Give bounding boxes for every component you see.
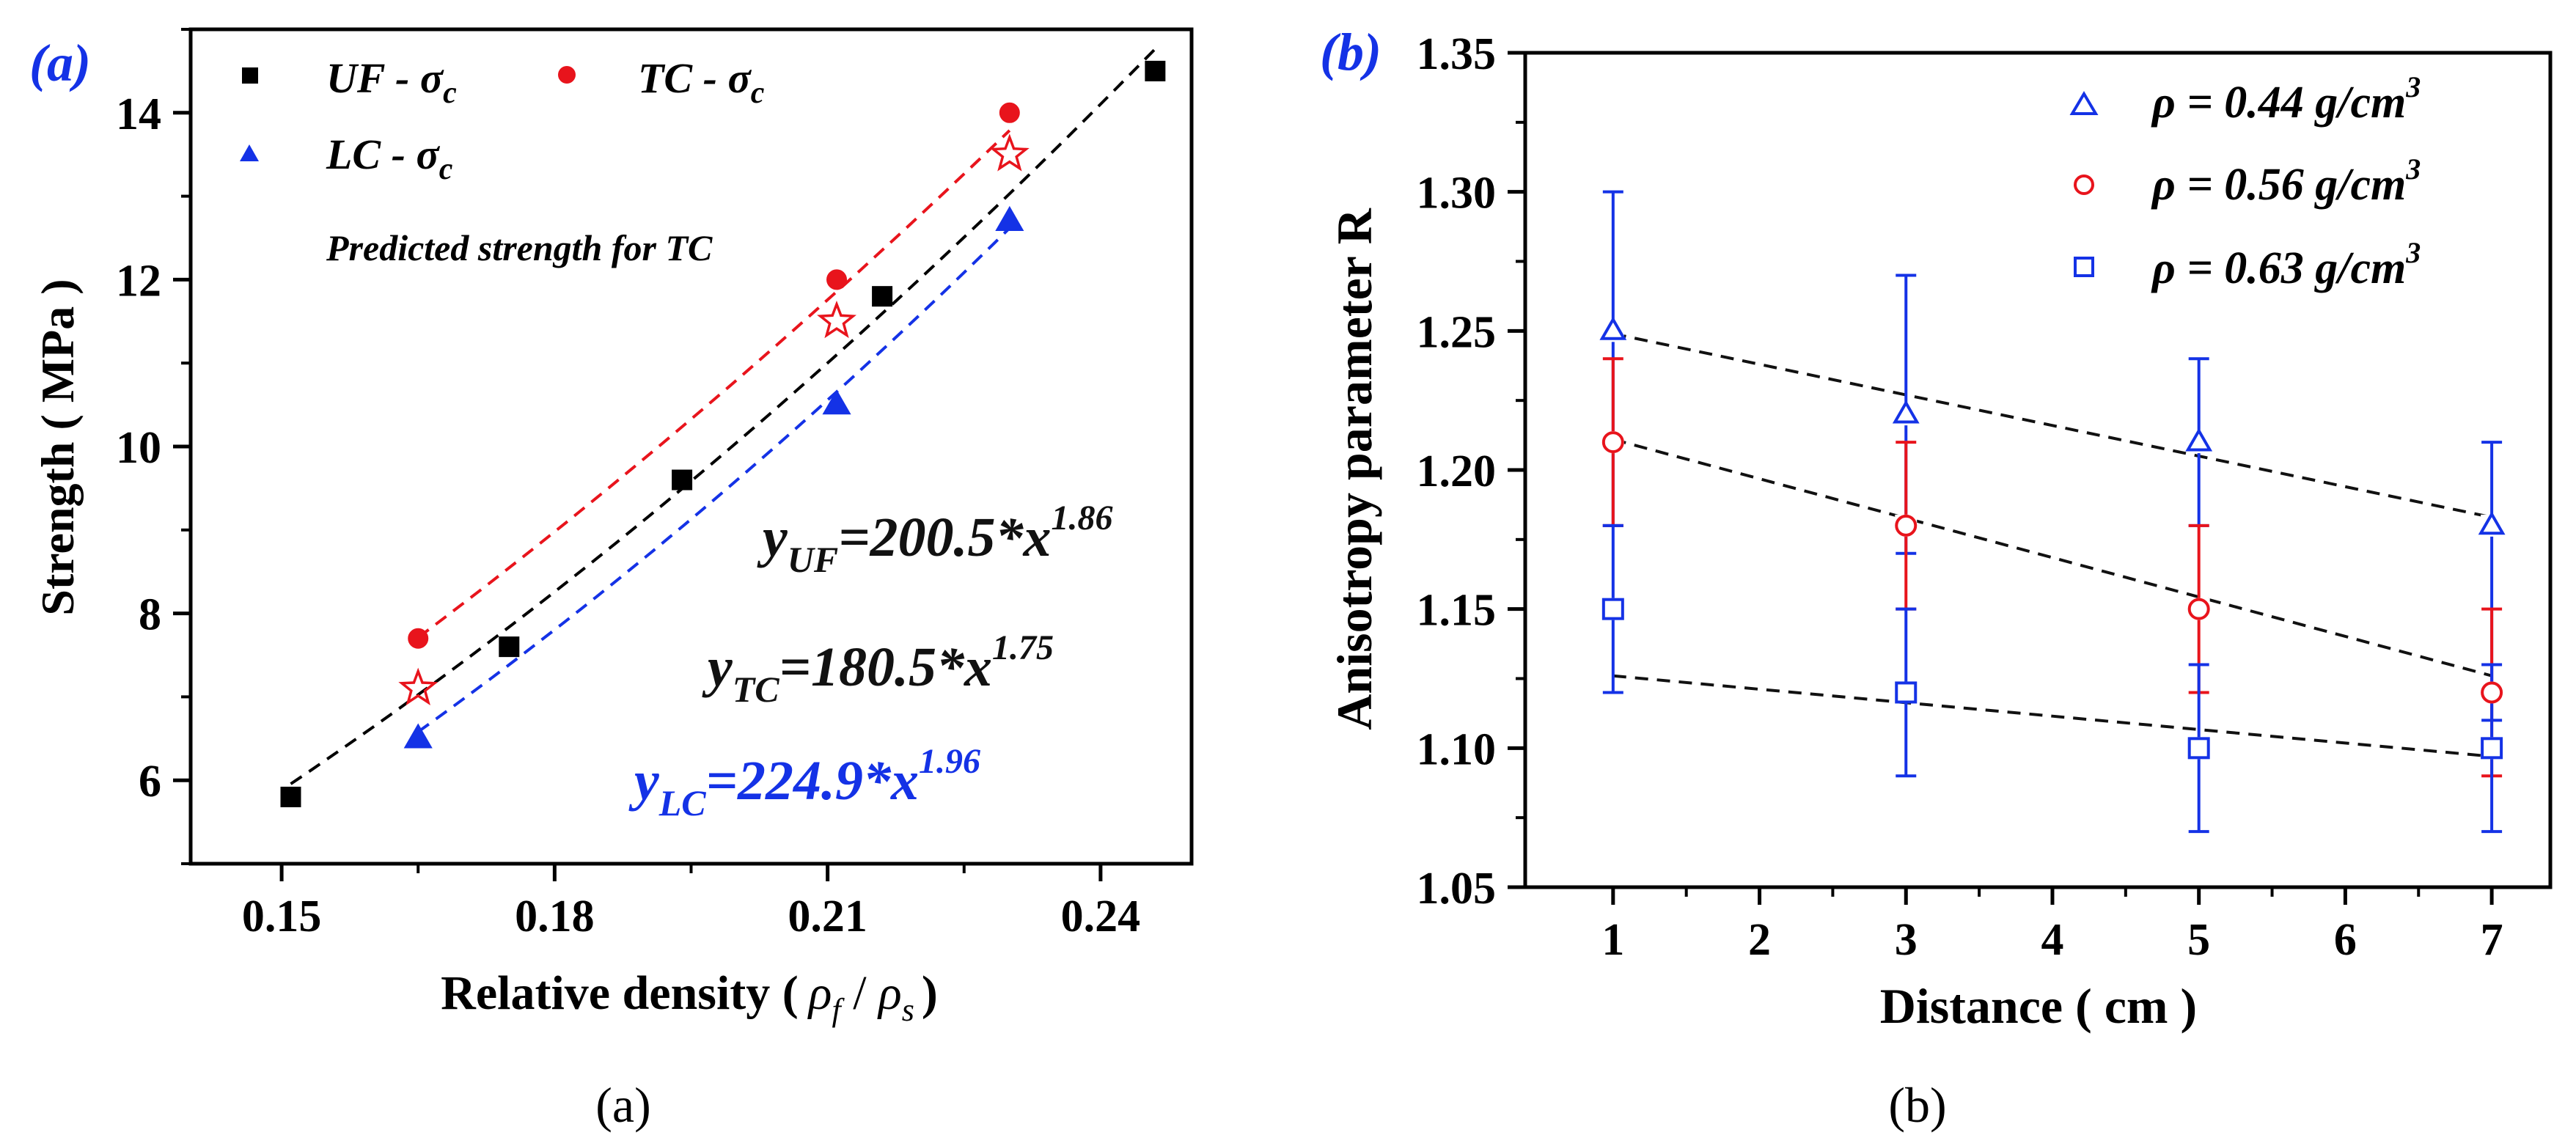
x-axis-label-b: Distance ( cm ) [1880,978,2197,1034]
y-tick-label-a: 8 [139,590,161,640]
y-tick-label-a: 6 [139,757,161,807]
data-point-lc [403,723,433,749]
axis-ticks-a: 0.15 0.18 0.21 0.24 6 8 10 12 14 [116,28,1141,941]
x-tick-label-b: 1 [1601,915,1624,965]
y-tick-label-a: 10 [116,423,161,473]
data-point-056 [1601,431,1624,454]
legend-label-lc: LC - σc [326,131,453,186]
marker-bg [1601,598,1624,620]
y-axis-label-b: Anisotropy parameter R [1326,207,1382,730]
legend-marker-tc [558,66,576,84]
data-point-tc [826,269,848,290]
data-point-063 [1895,681,1918,704]
legend-b: ρ = 0.44 g/cm3 ρ = 0.56 g/cm3 ρ = 0.63 g… [2069,70,2421,293]
panel-tag-b: (b) [1320,23,1381,81]
legend-label-predicted: Predicted strength for TC [326,227,713,268]
data-point-uf [672,469,693,491]
x-tick-label-b: 3 [1895,915,1918,965]
panel-tag-a: (a) [29,34,91,92]
data-point-tc [999,102,1020,123]
data-point-044 [1599,316,1627,340]
x-tick-label-b: 6 [2334,915,2357,965]
fit-lines-b [1612,332,2492,758]
legend-marker-063 [2074,257,2094,277]
data-point-056 [2481,681,2503,704]
y-tick-label-b: 1.30 [1417,169,1497,218]
caption-a: (a) [595,1077,650,1133]
legend-marker-uf [242,67,258,84]
equation-uf: yUF=200.5*x1.86 [757,499,1113,580]
fit-line-056 [1612,438,2492,677]
data-markers-a [280,60,1166,807]
data-point-063 [2481,737,2503,760]
data-point-044 [2185,427,2213,452]
y-tick-label-b: 1.35 [1417,29,1497,79]
y-tick-label-b: 1.20 [1417,447,1497,496]
marker-bg [2481,737,2503,760]
data-point-056 [1895,514,1918,537]
fit-curve-tc [417,129,1011,639]
marker-bg [1895,681,1918,704]
x-tick-label-a: 0.18 [515,892,595,941]
fit-curve-lc [417,227,1011,733]
y-tick-label-b: 1.15 [1417,586,1497,636]
y-axis-label-a: Strength ( MPa ) [32,279,84,615]
data-markers-b [1599,316,2506,760]
x-tick-label-b: 5 [2187,915,2210,965]
x-tick-label-a: 0.24 [1061,892,1141,941]
error-bars-b [1602,190,2503,834]
x-tick-label-b: 4 [2041,915,2063,965]
legend-marker-lc [240,144,259,161]
x-tick-label-a: 0.21 [788,892,867,941]
panel-a: 0.15 0.18 0.21 0.24 6 8 10 12 14 (a) Strength ( … [29,27,1194,1133]
data-point-044 [1892,400,1920,424]
legend-a: UF - σc TC - σc LC - σc Predicted streng… [240,54,765,268]
y-tick-label-a: 14 [116,89,161,139]
x-tick-label-b: 2 [1748,915,1771,965]
data-point-uf [872,286,893,307]
fit-line-063 [1612,674,2492,758]
axis-ticks-b: 1 2 3 4 5 6 7 1.05 1.10 1.15 1.20 1.25 1.30 1.35 [1417,29,2503,965]
y-tick-label-a: 12 [116,256,161,306]
y-tick-label-b: 1.05 [1417,864,1497,914]
x-tick-label-b: 7 [2481,915,2503,965]
legend-marker-056 [2074,175,2094,195]
data-point-044 [2478,511,2506,535]
data-point-lc [822,389,851,415]
legend-label-tc: TC - σc [638,54,765,110]
legend-label-063: ρ = 0.63 g/cm3 [2151,236,2421,293]
legend-label-056: ρ = 0.56 g/cm3 [2151,153,2421,210]
x-axis-label-a: Relative density (ρf / ρs) [441,966,938,1028]
caption-b: (b) [1888,1077,1946,1133]
panel-b: 1 2 3 4 5 6 71.051.101.151.201.251.301.35 (b) … [1320,23,2553,1133]
data-point-tc [408,628,429,649]
data-point-predicted [398,667,438,706]
data-point-lc [995,205,1024,231]
legend-marker-044 [2069,91,2099,115]
y-tick-label-b: 1.10 [1417,724,1497,774]
legend-label-uf: UF - σc [326,54,457,110]
data-point-056 [2187,598,2210,620]
fit-line-044 [1612,332,2492,519]
marker-bg [2187,737,2210,760]
data-point-uf [499,636,520,658]
data-point-uf [280,786,301,807]
data-point-063 [2187,737,2210,760]
data-point-predicted [817,300,856,339]
equation-tc: yTC=180.5*x1.75 [702,628,1054,710]
legend-label-044: ρ = 0.44 g/cm3 [2151,70,2421,128]
x-tick-label-a: 0.15 [242,892,322,941]
data-point-predicted [989,133,1030,172]
y-tick-label-b: 1.25 [1417,307,1497,357]
data-point-063 [1601,598,1624,620]
data-point-uf [1145,60,1166,81]
equation-lc: yLC=224.9*x1.96 [628,742,980,823]
